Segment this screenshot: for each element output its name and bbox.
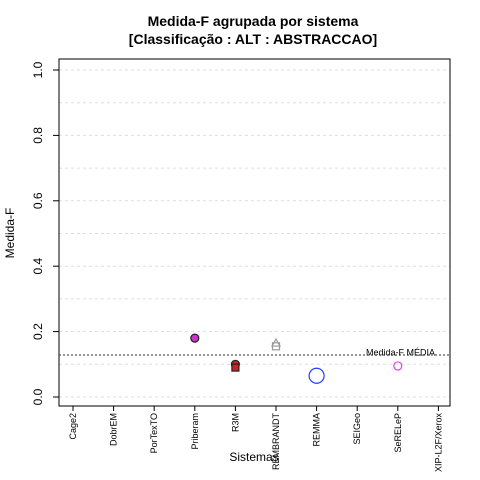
x-tick-label: REMBRANDT bbox=[271, 413, 281, 471]
y-tick-label: 1.0 bbox=[31, 61, 45, 78]
x-tick-label: R3M bbox=[230, 413, 240, 432]
y-tick-label: 0.4 bbox=[31, 258, 45, 275]
x-tick-label: Cage2 bbox=[68, 413, 78, 440]
y-tick-label: 0.2 bbox=[31, 323, 45, 340]
y-tick-label: 0.6 bbox=[31, 192, 45, 209]
x-tick-label: SeRELeP bbox=[393, 413, 403, 453]
x-tick-label: Priberam bbox=[190, 413, 200, 450]
chart-title: Medida-F agrupada por sistema bbox=[148, 13, 359, 29]
data-point bbox=[308, 367, 325, 384]
x-tick-label: DobrEM bbox=[109, 413, 119, 446]
reference-line-label: Medida-F MÉDIA bbox=[366, 348, 435, 358]
grid-layer bbox=[59, 69, 450, 398]
x-axis-label: Sistemas bbox=[229, 450, 278, 464]
y-tick-label: 0.8 bbox=[31, 127, 45, 144]
y-tick-label: 0.0 bbox=[31, 388, 45, 405]
data-point bbox=[393, 361, 403, 371]
chart-subtitle: [Classificação : ALT : ABSTRACCAO] bbox=[129, 31, 377, 47]
x-tick-label: REMMA bbox=[312, 413, 322, 447]
data-point bbox=[271, 342, 281, 351]
x-tick-label: PorTexTO bbox=[149, 413, 159, 453]
x-axis: Cage2 DobrEM PorTexTO Priberam R3M REMBRANDT R… bbox=[68, 406, 443, 472]
data-point bbox=[190, 333, 200, 343]
y-axis-label: Medida-F bbox=[3, 208, 17, 259]
plot-frame bbox=[58, 58, 451, 407]
y-axis: 0.0 0.2 0.4 0.6 0.8 1.0 bbox=[31, 61, 59, 405]
x-tick-label: XIP-L2F/Xerox bbox=[433, 413, 443, 473]
x-tick-label: SEIGeo bbox=[352, 413, 362, 445]
data-points bbox=[190, 333, 403, 384]
data-point bbox=[231, 363, 240, 372]
